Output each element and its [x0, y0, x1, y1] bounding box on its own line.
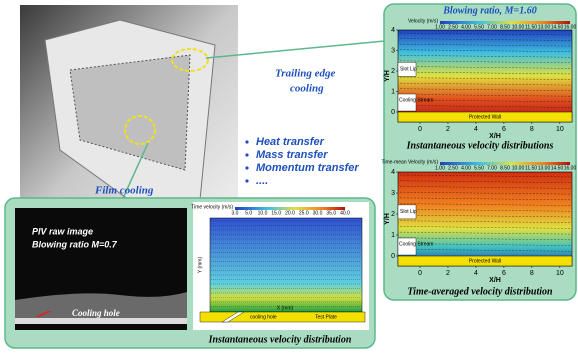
colorbar-label: 11.50 — [525, 24, 537, 30]
y-tick-label: 3 — [391, 190, 395, 197]
colorbar-label: 25.0 — [299, 210, 309, 216]
x-tick-label: 4 — [474, 126, 478, 133]
plot-title: Blowing ratio, M=1.60 — [442, 5, 537, 16]
x-tick-label: 8 — [530, 270, 534, 277]
x-tick-label: 10 — [556, 126, 564, 133]
y-tick-label: 4 — [391, 27, 395, 34]
heatmap — [398, 30, 572, 122]
colorbar-label: 11.50 — [525, 165, 537, 171]
colorbar-label: 35.0 — [326, 210, 336, 216]
legend-title: Time-mean Velocity (m/s) — [382, 159, 439, 165]
colorbar-label: 8.50 — [500, 165, 510, 171]
colorbar-label: 2.50 — [448, 24, 458, 30]
x-tick-label: 2 — [446, 270, 450, 277]
colorbar-label: 1.00 — [435, 24, 445, 30]
bullet-text: .... — [256, 175, 268, 187]
colorbar-label: 2.50 — [448, 165, 458, 171]
colorbar-label: 14.50 — [551, 24, 564, 30]
bullet — [245, 166, 248, 169]
y-tick-label: 3 — [391, 47, 395, 54]
y-label: Y (mm) — [197, 257, 203, 274]
wall-label: Protected Wall — [469, 258, 501, 264]
stream-label: Cooling Stream — [399, 241, 433, 247]
caption: Instantaneous velocity distribution — [208, 334, 352, 345]
colorbar-label: 13.00 — [538, 165, 551, 171]
caption: Time-averaged velocity distribution — [407, 286, 553, 297]
colorbar-label: 13.00 — [538, 24, 551, 30]
legend-title: Velocity (m/s) — [408, 18, 438, 24]
y-tick-label: 0 — [391, 253, 395, 260]
y-label: Y/H — [384, 213, 391, 225]
bullet — [245, 153, 248, 156]
colorbar-label: 20.0 — [285, 210, 295, 216]
x-label: X (mm) — [277, 305, 294, 311]
colorbar-label: 40.0 — [340, 210, 350, 216]
x-tick-label: 0 — [418, 126, 422, 133]
y-tick-label: 4 — [391, 169, 395, 176]
colorbar-label: 3.0 — [232, 210, 239, 216]
x-label: X/H — [489, 277, 501, 284]
x-tick-label: 6 — [502, 126, 506, 133]
colorbar-label: 4.00 — [461, 165, 471, 171]
plate-label: Test Plate — [315, 314, 337, 320]
colorbar-label: 10.00 — [512, 24, 525, 30]
x-tick-label: 10 — [556, 270, 564, 277]
bullet — [245, 140, 248, 143]
bullet-text: Mass transfer — [256, 149, 328, 161]
colorbar-label: 7.00 — [487, 165, 497, 171]
figure: Trailing edge cooling Heat transferMass … — [0, 0, 578, 352]
x-tick-label: 4 — [474, 270, 478, 277]
colorbar-label: 10.00 — [512, 165, 525, 171]
colorbar-label: 16.00 — [564, 165, 577, 171]
x-label: X/H — [489, 133, 501, 140]
callout: Trailing edge — [275, 68, 336, 80]
hole-label: cooling hole — [250, 314, 277, 320]
heatmap — [398, 172, 572, 266]
label: Film cooling — [94, 185, 154, 197]
piv-text: Blowing ratio M=0.7 — [32, 239, 118, 249]
hole-label: Cooling hole — [72, 308, 120, 318]
colorbar-label: 1.00 — [435, 165, 445, 171]
colorbar-label: 5.0 — [245, 210, 252, 216]
y-tick-label: 2 — [391, 211, 395, 218]
y-tick-label: 0 — [391, 109, 395, 116]
caption: Instantaneous velocity distributions — [406, 140, 554, 151]
bullet-text: Heat transfer — [256, 136, 325, 148]
legend-title: Time velocity (m/s) — [191, 204, 233, 210]
wall-label: Protected Wall — [469, 114, 501, 120]
piv-text: PIV raw image — [32, 226, 93, 236]
callout: cooling — [290, 83, 324, 95]
x-tick-label: 2 — [446, 126, 450, 133]
colorbar-label: 16.00 — [564, 24, 577, 30]
bullet-text: Momentum transfer — [256, 162, 359, 174]
colorbar-label: 5.50 — [474, 165, 484, 171]
y-label: Y/H — [384, 70, 391, 82]
colorbar-label: 15.0 — [271, 210, 281, 216]
x-tick-label: 0 — [418, 270, 422, 277]
slot-label: Slot Lip — [400, 209, 417, 215]
bullet — [245, 179, 248, 182]
colorbar-label: 30.0 — [313, 210, 323, 216]
colorbar-label: 7.00 — [487, 24, 497, 30]
x-tick-label: 8 — [530, 126, 534, 133]
x-tick-label: 6 — [502, 270, 506, 277]
slot-label: Slot Lip — [400, 67, 417, 73]
colorbar-label: 10.0 — [258, 210, 268, 216]
stream-label: Cooling Stream — [399, 97, 433, 103]
colorbar-label: 4.00 — [461, 24, 471, 30]
colorbar-label: 8.50 — [500, 24, 510, 30]
colorbar-label: 14.50 — [551, 165, 564, 171]
colorbar-label: 5.50 — [474, 24, 484, 30]
y-tick-label: 2 — [391, 68, 395, 75]
y-tick-label: 1 — [391, 88, 395, 95]
heatmap — [210, 218, 362, 312]
piv-wall — [15, 318, 187, 324]
y-tick-label: 1 — [391, 232, 395, 239]
